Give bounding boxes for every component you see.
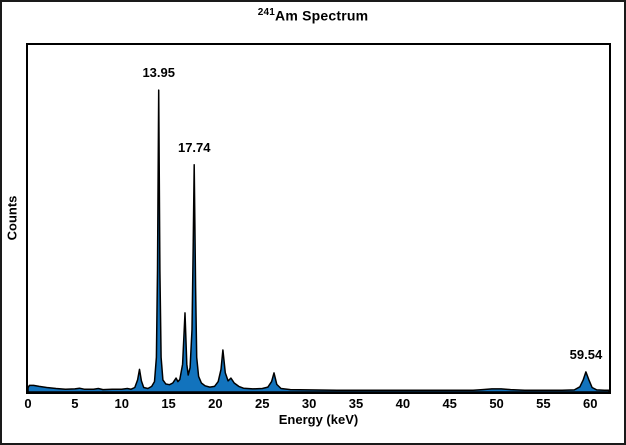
x-tick-label-40: 40 [395,396,411,411]
peak-label-17.74: 17.74 [177,139,211,155]
peak-label-13.95: 13.95 [142,65,175,81]
peak-label-59.54: 59.54 [569,346,603,362]
isotope-mass-superscript: 241 [257,7,276,18]
x-tick-label-50: 50 [489,396,504,411]
spectrum-svg [28,89,609,392]
x-tick-label-0: 0 [24,396,32,411]
x-tick-label-35: 35 [348,396,364,411]
spectrum-area-path [28,89,609,392]
x-tick-label-20: 20 [208,396,223,411]
x-tick-label-5: 5 [71,396,79,411]
chart-title: 241Am Spectrum [0,7,626,24]
x-tick-label-15: 15 [161,396,176,411]
x-axis-title: Energy (keV) [278,412,359,427]
x-tick-label-25: 25 [255,396,270,411]
x-tick-label-60: 60 [583,396,598,411]
y-axis-title: Counts [4,195,20,241]
x-tick-label-30: 30 [301,396,317,411]
chart-title-text: Am Spectrum [275,7,369,24]
x-tick-label-45: 45 [442,396,457,411]
x-tick-label-55: 55 [536,396,551,411]
x-tick-label-10: 10 [114,396,129,411]
plot-area [26,43,611,394]
